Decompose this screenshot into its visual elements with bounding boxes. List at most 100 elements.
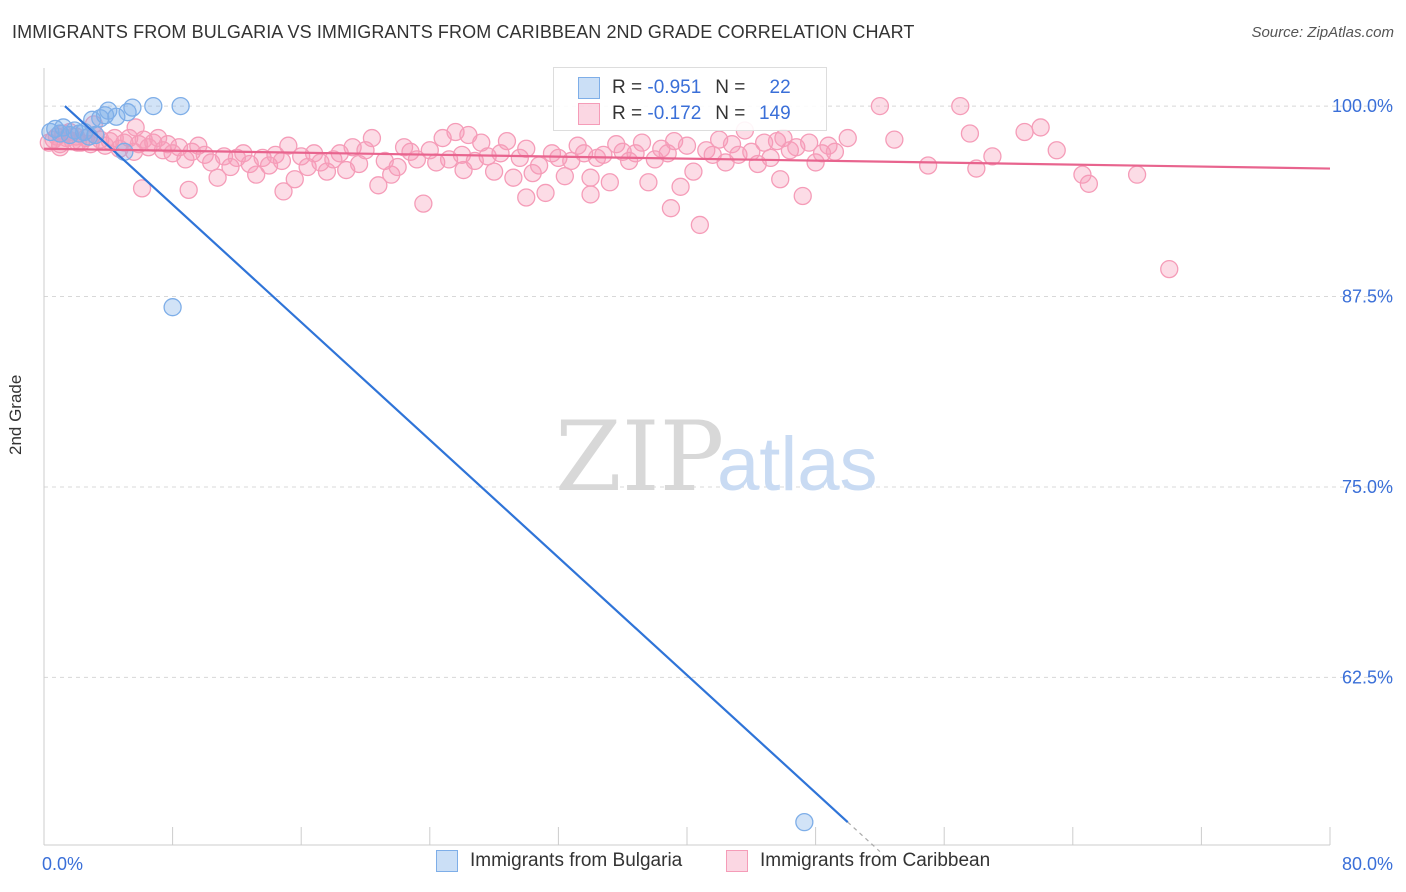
point-caribbean — [484, 162, 504, 181]
legend-item-caribbean[interactable]: Immigrants from Caribbean — [726, 850, 990, 872]
y-axis-label: 2nd Grade — [6, 374, 25, 455]
legend-label-caribbean: Immigrants from Caribbean — [760, 850, 991, 871]
point-caribbean — [536, 183, 555, 203]
stats-r-value: -0.172 — [647, 103, 702, 124]
point-caribbean — [870, 96, 890, 116]
stats-r-value: -0.951 — [647, 77, 702, 98]
x-tick-label-end: 80.0% — [1342, 854, 1393, 874]
point-caribbean — [529, 156, 549, 175]
point-caribbean — [555, 167, 574, 186]
legend-label-bulgaria: Immigrants from Bulgaria — [470, 850, 683, 871]
point-caribbean — [690, 215, 710, 235]
watermark-atlas: atlas — [717, 422, 878, 507]
x-tick-label-start: 0.0% — [42, 854, 83, 874]
point-caribbean — [414, 194, 433, 213]
point-caribbean — [208, 168, 227, 187]
point-caribbean — [189, 136, 208, 155]
point-caribbean — [272, 151, 292, 171]
point-caribbean — [594, 145, 613, 164]
point-caribbean — [369, 176, 388, 195]
point-caribbean — [126, 118, 145, 137]
point-caribbean — [771, 170, 790, 189]
point-caribbean — [951, 96, 970, 116]
point-caribbean — [132, 179, 152, 198]
data-points — [39, 96, 1179, 832]
stats-n-value: 22 — [769, 77, 791, 98]
point-caribbean — [600, 173, 619, 192]
stats-n-value: 149 — [758, 103, 791, 124]
point-caribbean — [967, 159, 986, 178]
point-caribbean — [825, 142, 845, 161]
point-caribbean — [918, 156, 938, 175]
y-tick-label: 62.5% — [1342, 667, 1393, 687]
stats-swatch-bulgaria — [578, 77, 600, 99]
point-bulgaria — [144, 96, 163, 116]
point-caribbean — [581, 185, 600, 204]
point-caribbean — [671, 177, 690, 196]
y-tick-label: 87.5% — [1342, 287, 1393, 307]
trend-lines — [43, 105, 1331, 852]
point-caribbean — [388, 157, 407, 177]
point-caribbean — [454, 160, 473, 180]
point-caribbean — [677, 136, 697, 155]
grid-lines — [44, 105, 1394, 678]
stats-box: R = -0.951 N = 22 R = -0.172 N = 149 — [553, 67, 827, 131]
point-bulgaria — [118, 103, 137, 122]
point-caribbean — [806, 153, 825, 172]
point-caribbean — [158, 135, 177, 154]
y-tick-label: 100.0% — [1332, 96, 1393, 116]
point-caribbean — [885, 130, 904, 149]
point-caribbean — [362, 128, 382, 148]
legend: Immigrants from Bulgaria Immigrants from… — [0, 850, 1406, 880]
point-caribbean — [497, 131, 517, 151]
point-caribbean — [285, 170, 304, 189]
point-caribbean — [279, 136, 298, 155]
point-caribbean — [517, 188, 536, 207]
watermark-zip: ZIP — [555, 401, 724, 513]
axes — [43, 68, 1331, 846]
point-caribbean — [50, 138, 70, 157]
stats-n-label: N = — [715, 77, 746, 98]
point-caribbean — [120, 128, 139, 148]
point-caribbean — [234, 144, 253, 163]
point-caribbean — [1073, 165, 1092, 184]
stats-r-label: R = — [612, 103, 643, 124]
point-caribbean — [661, 199, 681, 218]
point-caribbean — [1047, 141, 1066, 160]
point-caribbean — [960, 124, 980, 143]
point-bulgaria — [171, 96, 190, 116]
point-caribbean — [1127, 165, 1147, 184]
point-bulgaria — [795, 812, 814, 832]
point-caribbean — [793, 186, 812, 206]
stats-n-label: N = — [715, 103, 746, 124]
point-caribbean — [1015, 122, 1034, 142]
point-caribbean — [722, 135, 742, 154]
point-caribbean — [684, 162, 703, 181]
trend-line-bulgaria — [64, 105, 849, 823]
point-caribbean — [761, 148, 780, 168]
point-caribbean — [581, 168, 600, 187]
legend-swatch-caribbean — [726, 850, 748, 872]
point-caribbean — [179, 180, 198, 200]
point-caribbean — [221, 157, 240, 177]
point-bulgaria — [163, 298, 182, 317]
y-tick-label: 75.0% — [1342, 477, 1393, 497]
point-caribbean — [983, 147, 1002, 166]
tick-labels: 100.0% 87.5% 75.0% 62.5% 0.0% 80.0% — [42, 96, 1393, 874]
stats-row-caribbean: R = -0.172 N = 149 — [578, 102, 791, 126]
point-caribbean — [1079, 174, 1099, 193]
stats-swatch-caribbean — [578, 103, 600, 125]
point-caribbean — [274, 182, 293, 201]
point-caribbean — [247, 165, 266, 184]
point-caribbean — [838, 128, 857, 148]
stats-r-label: R = — [612, 77, 643, 98]
point-caribbean — [105, 128, 124, 148]
legend-item-bulgaria[interactable]: Immigrants from Bulgaria — [436, 850, 682, 872]
point-caribbean — [517, 139, 536, 158]
point-caribbean — [1031, 118, 1050, 137]
point-bulgaria — [95, 106, 115, 125]
chart-title: IMMIGRANTS FROM BULGARIA VS IMMIGRANTS F… — [12, 22, 915, 42]
point-bulgaria — [115, 142, 134, 161]
trend-line-caribbean — [43, 147, 1331, 170]
